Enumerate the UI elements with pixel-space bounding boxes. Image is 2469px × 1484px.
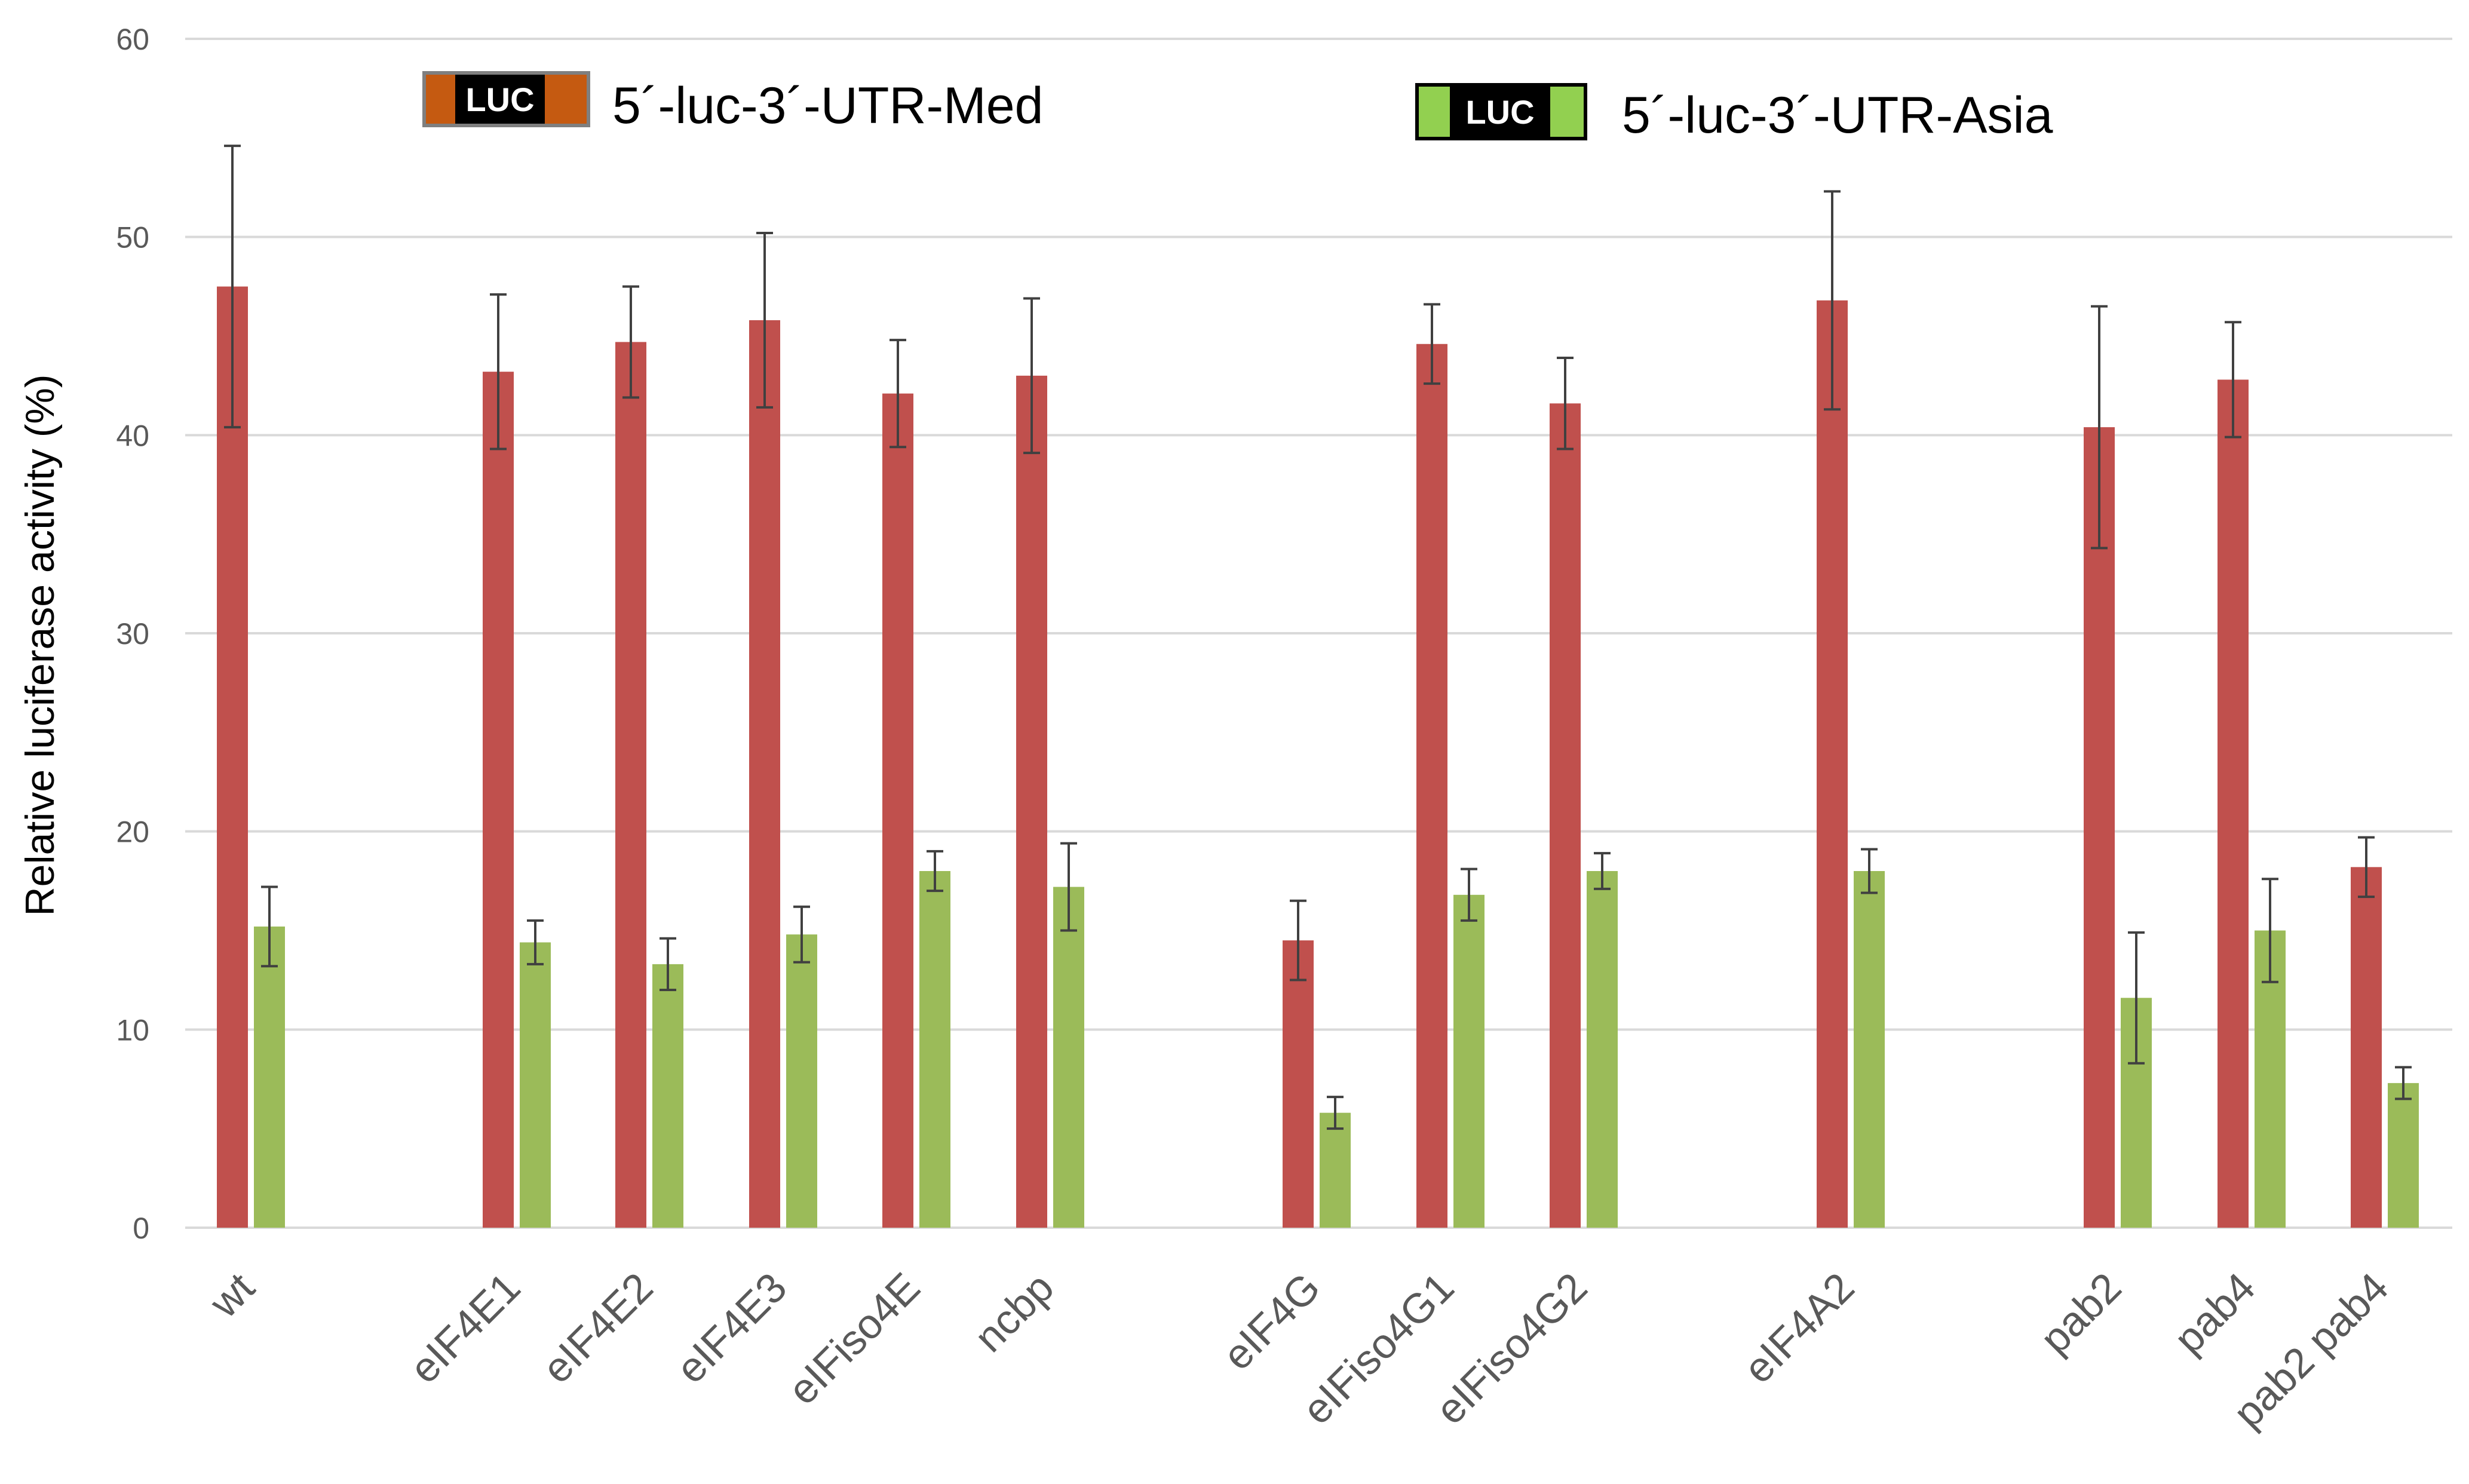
bar-med-eif4g xyxy=(1283,940,1314,1228)
bar-med-pab2-pab4 xyxy=(2351,867,2382,1228)
category-label: eIFiso4E xyxy=(779,1264,928,1413)
legend-label: 5´-luc-3´-UTR-Med xyxy=(612,77,1043,134)
error-bar xyxy=(2262,878,2278,983)
category-label: eIF4G xyxy=(1214,1264,1329,1379)
bar-med-eifiso4e xyxy=(882,393,913,1228)
legend-luc-label: LUC xyxy=(1465,93,1534,131)
error-bars xyxy=(224,145,2412,1130)
y-tick-label: 30 xyxy=(116,617,149,651)
legend-label: 5´-luc-3´-UTR-Asia xyxy=(1622,87,2053,144)
y-tick-label: 10 xyxy=(116,1013,149,1047)
error-bar xyxy=(1060,842,1077,932)
bar-med-wt xyxy=(217,286,248,1228)
error-bar xyxy=(1861,848,1878,894)
error-bar xyxy=(660,937,676,991)
bar-asia-eif4a2 xyxy=(1854,871,1885,1228)
y-tick-labels: 0 10 20 30 40 50 60 xyxy=(116,23,149,1245)
error-bar xyxy=(1557,356,1574,450)
error-bar xyxy=(2128,931,2145,1065)
bar-asia-eifiso4e xyxy=(919,871,950,1228)
y-tick-label: 50 xyxy=(116,221,149,255)
y-tick-label: 20 xyxy=(116,815,149,849)
category-label: pab2 xyxy=(2031,1264,2130,1362)
error-bar xyxy=(1424,303,1440,385)
bar-asia-eifiso4g2 xyxy=(1587,871,1618,1228)
legend: LUC 5´-luc-3´-UTR-Med LUC 5´-luc-3´-UTR-Asi… xyxy=(422,71,2053,144)
bar-med-pab2 xyxy=(2084,427,2115,1228)
error-bar xyxy=(224,145,241,429)
y-tick-label: 0 xyxy=(133,1212,149,1245)
bar-med-eifiso4g2 xyxy=(1550,403,1581,1228)
legend-luc-label: LUC xyxy=(465,81,534,118)
bar-med-eif4a2 xyxy=(1817,300,1848,1228)
error-bar xyxy=(890,339,906,449)
category-label: wt xyxy=(200,1264,263,1326)
error-bar xyxy=(490,293,507,450)
error-bar xyxy=(622,285,639,399)
category-label: ncbp xyxy=(965,1264,1062,1360)
bar-asia-eif4e2 xyxy=(652,964,683,1228)
category-label: eIF4E2 xyxy=(533,1264,662,1392)
error-bar xyxy=(261,885,278,968)
y-tick-label: 60 xyxy=(116,23,149,56)
error-bar xyxy=(1023,297,1040,455)
category-label: pab4 xyxy=(2165,1264,2263,1362)
error-bar xyxy=(1824,190,1841,411)
bar-med-eif4e2 xyxy=(615,342,646,1228)
error-bar xyxy=(793,905,810,964)
error-bar xyxy=(756,232,773,409)
error-bar xyxy=(1327,1096,1344,1130)
bar-med-ncbp xyxy=(1016,375,1047,1228)
bar-med-eif4e1 xyxy=(483,372,514,1228)
bar-asia-ncbp xyxy=(1053,887,1084,1228)
y-tick-label: 40 xyxy=(116,419,149,452)
error-bar xyxy=(1290,899,1306,982)
category-label: eIF4E3 xyxy=(667,1264,796,1392)
grid-lines xyxy=(185,38,2452,1229)
bar-asia-wt xyxy=(254,926,285,1228)
bar-med-eifiso4g1 xyxy=(1416,344,1447,1228)
legend-luc-box xyxy=(1450,87,1550,137)
error-bar xyxy=(2225,321,2241,439)
bars xyxy=(217,286,2419,1228)
bar-asia-eif4g xyxy=(1320,1112,1351,1228)
bar-med-eif4e3 xyxy=(749,320,780,1228)
error-bar xyxy=(927,850,943,893)
category-label: eIF4A2 xyxy=(1735,1264,1863,1392)
error-bar xyxy=(1461,867,1477,922)
bar-asia-eifiso4g1 xyxy=(1453,894,1485,1228)
bar-asia-pab2-pab4 xyxy=(2388,1083,2419,1228)
y-axis-title: Relative luciferase activity (%) xyxy=(17,375,63,916)
bar-asia-eif4e3 xyxy=(786,934,817,1228)
category-label: eIF4E1 xyxy=(401,1264,529,1392)
error-bar xyxy=(1594,852,1611,890)
bar-asia-eif4e1 xyxy=(520,942,551,1228)
legend-item-med: LUC 5´-luc-3´-UTR-Med xyxy=(422,71,1043,134)
legend-item-asia: LUC 5´-luc-3´-UTR-Asia xyxy=(1415,83,2053,144)
bar-med-pab4 xyxy=(2218,379,2249,1228)
error-bar xyxy=(2091,305,2108,550)
error-bar xyxy=(2395,1066,2412,1100)
legend-luc-box xyxy=(455,75,545,124)
error-bar xyxy=(527,919,544,965)
error-bar xyxy=(2358,836,2375,899)
